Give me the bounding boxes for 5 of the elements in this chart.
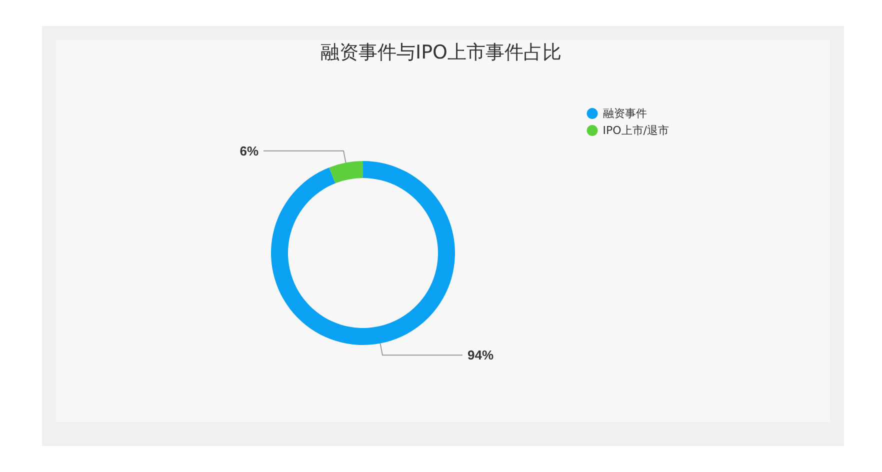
- data-label: 94%: [467, 348, 494, 363]
- legend-label: 融资事件: [602, 107, 647, 120]
- legend-label: IPO上市/退市: [602, 124, 670, 137]
- data-label: 6%: [240, 143, 259, 158]
- chart-title: 融资事件与IPO上市事件占比: [320, 42, 562, 64]
